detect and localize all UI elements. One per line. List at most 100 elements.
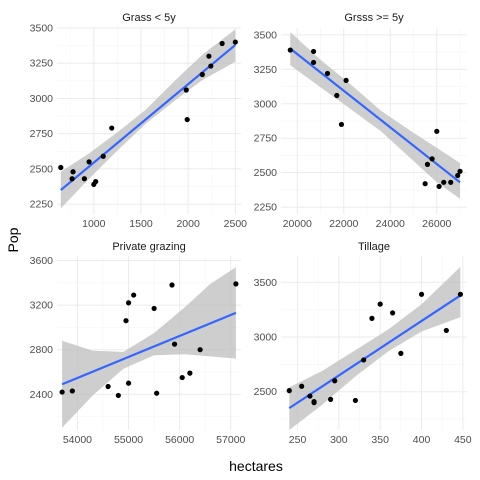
x-tick-label: 2000 bbox=[176, 218, 200, 230]
x-tick-label: 350 bbox=[371, 434, 389, 446]
data-point bbox=[334, 92, 340, 99]
data-point bbox=[109, 125, 115, 131]
data-point bbox=[206, 53, 212, 59]
data-point bbox=[179, 374, 185, 381]
data-point bbox=[448, 179, 454, 185]
x-tick-label: 55000 bbox=[114, 434, 143, 446]
data-point bbox=[311, 400, 317, 406]
data-point bbox=[233, 281, 239, 287]
x-axis-title: hectares bbox=[229, 458, 283, 474]
data-point bbox=[125, 380, 132, 386]
data-point bbox=[310, 59, 317, 66]
data-point bbox=[443, 327, 449, 334]
x-tick-label: 250 bbox=[289, 434, 307, 446]
data-point bbox=[125, 300, 132, 306]
data-point bbox=[457, 291, 463, 297]
data-point bbox=[199, 71, 205, 78]
data-point bbox=[286, 388, 292, 394]
y-tick-label: 3600 bbox=[30, 255, 54, 267]
y-tick-label: 3500 bbox=[254, 29, 278, 41]
data-point bbox=[81, 176, 87, 182]
data-point bbox=[151, 305, 157, 312]
data-point bbox=[232, 39, 238, 45]
data-point bbox=[86, 159, 92, 165]
data-point bbox=[69, 388, 75, 394]
x-tick-label: 400 bbox=[413, 434, 431, 446]
panel-4: Tillage 250 300 350 400 450 2500 3000 3500 bbox=[254, 241, 472, 446]
y-tick-label: 3500 bbox=[254, 277, 278, 289]
data-point bbox=[123, 318, 129, 324]
data-point bbox=[310, 48, 317, 55]
y-tick-label: 2750 bbox=[254, 133, 278, 145]
data-point bbox=[69, 176, 75, 182]
data-point bbox=[361, 357, 367, 363]
x-tick-label: 300 bbox=[330, 434, 348, 446]
data-point bbox=[307, 393, 313, 399]
x-tick-label: 450 bbox=[454, 434, 472, 446]
y-tick-label: 2750 bbox=[30, 128, 54, 140]
y-tick-label: 2500 bbox=[254, 386, 278, 398]
y-tick-label: 3500 bbox=[30, 23, 54, 35]
y-tick-label: 3250 bbox=[30, 58, 54, 70]
data-point bbox=[187, 370, 193, 376]
y-tick-label: 3250 bbox=[254, 64, 278, 76]
data-point bbox=[115, 392, 121, 399]
data-point bbox=[171, 341, 178, 347]
data-point bbox=[352, 397, 358, 404]
y-tick-label: 2250 bbox=[30, 199, 54, 211]
y-tick-label: 2800 bbox=[30, 344, 54, 356]
data-point bbox=[208, 63, 214, 69]
x-tick-label: 57000 bbox=[216, 434, 245, 446]
y-tick-label: 2500 bbox=[30, 163, 54, 175]
data-point bbox=[398, 350, 404, 356]
data-point bbox=[287, 47, 293, 53]
x-tick-label: 1500 bbox=[129, 218, 153, 230]
x-tick-label: 1000 bbox=[82, 218, 106, 230]
y-tick-label: 3000 bbox=[30, 93, 54, 105]
regression-line bbox=[288, 294, 461, 410]
data-point bbox=[197, 347, 203, 353]
data-point bbox=[324, 70, 331, 77]
data-point bbox=[169, 282, 175, 288]
x-tick-label: 26000 bbox=[422, 218, 451, 230]
data-point bbox=[58, 164, 64, 171]
data-point bbox=[390, 310, 396, 316]
data-point bbox=[422, 181, 428, 187]
data-point bbox=[93, 178, 99, 185]
x-tick-label: 56000 bbox=[165, 434, 194, 446]
data-point bbox=[299, 383, 305, 389]
panel-title: Grass < 5y bbox=[122, 12, 176, 24]
y-tick-label: 3000 bbox=[254, 98, 278, 110]
data-point bbox=[328, 396, 334, 402]
panel-title: Tillage bbox=[358, 241, 390, 253]
data-point bbox=[184, 116, 190, 123]
data-point bbox=[436, 183, 442, 190]
data-point bbox=[418, 291, 425, 297]
y-tick-label: 2400 bbox=[30, 389, 54, 401]
data-point bbox=[441, 179, 447, 185]
y-axis-title: Pop bbox=[5, 227, 21, 252]
data-point bbox=[59, 389, 65, 395]
data-point bbox=[70, 169, 76, 175]
x-tick-label: 22000 bbox=[329, 218, 358, 230]
panel-title: Grsss >= 5y bbox=[344, 12, 404, 24]
facet-panels: Grass < 5y 1000 1500 2000 2500 2250 2500 2750 30… bbox=[30, 12, 472, 446]
data-point bbox=[369, 315, 375, 321]
data-point bbox=[457, 168, 463, 174]
y-tick-label: 3200 bbox=[30, 300, 54, 312]
data-point bbox=[338, 121, 345, 128]
data-point bbox=[343, 77, 349, 83]
data-point bbox=[100, 153, 106, 159]
data-point bbox=[377, 301, 383, 307]
panel-1: Grass < 5y 1000 1500 2000 2500 2250 2500 2750 30… bbox=[30, 12, 248, 230]
data-point bbox=[183, 87, 189, 93]
y-tick-label: 3000 bbox=[254, 331, 278, 343]
y-tick-label: 2500 bbox=[254, 167, 278, 179]
regression-line bbox=[60, 44, 237, 191]
panel-title: Private grazing bbox=[112, 241, 185, 253]
data-point bbox=[434, 128, 440, 134]
y-tick-label: 2250 bbox=[254, 202, 278, 214]
data-point bbox=[332, 378, 338, 384]
data-point bbox=[424, 161, 431, 167]
